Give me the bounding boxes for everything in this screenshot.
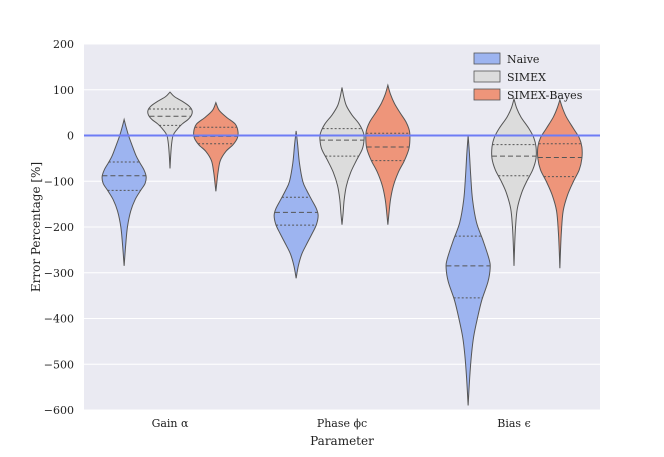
x-tick-label: Phase ϕc — [317, 417, 367, 430]
x-tick-label: Gain α — [152, 417, 189, 430]
legend-swatch-0 — [473, 52, 501, 65]
y-tick-label: −300 — [44, 267, 74, 280]
y-tick-label: 200 — [53, 38, 74, 51]
violin-simex-0 — [147, 91, 193, 169]
y-axis-label: Error Percentage [%] — [29, 162, 43, 292]
violin-simex-2 — [491, 97, 537, 266]
y-tick-label: −400 — [44, 313, 74, 326]
violin-naive-1 — [273, 130, 319, 279]
y-tick-label: 100 — [53, 84, 74, 97]
violin-simex-bayes-0 — [193, 101, 239, 192]
y-tick-label: −500 — [44, 358, 74, 371]
y-tick-label: −100 — [44, 175, 74, 188]
y-tick-label: −600 — [44, 404, 74, 417]
legend-swatch-2 — [473, 88, 501, 101]
violin-naive-2 — [445, 135, 491, 406]
legend-label-1: SIMEX — [507, 71, 546, 84]
legend-label-0: Naive — [507, 53, 539, 66]
violins — [101, 83, 583, 406]
x-tick-label: Bias ϵ — [497, 417, 530, 430]
y-tick-labels: 200 100 0 −100 −200 −300 −400 −500 −600 — [44, 38, 74, 417]
violin-simex-bayes-2 — [537, 98, 583, 269]
legend: Naive SIMEX SIMEX-Bayes — [473, 52, 583, 102]
legend-swatch-1 — [473, 70, 501, 83]
violin-naive-0 — [101, 117, 147, 266]
x-tick-labels: Gain α Phase ϕc Bias ϵ — [152, 417, 531, 430]
violin-simex-bayes-1 — [365, 83, 411, 225]
y-tick-label: −200 — [44, 221, 74, 234]
y-tick-label: 0 — [67, 130, 74, 143]
legend-label-2: SIMEX-Bayes — [507, 89, 583, 102]
x-axis-label: Parameter — [310, 434, 374, 448]
